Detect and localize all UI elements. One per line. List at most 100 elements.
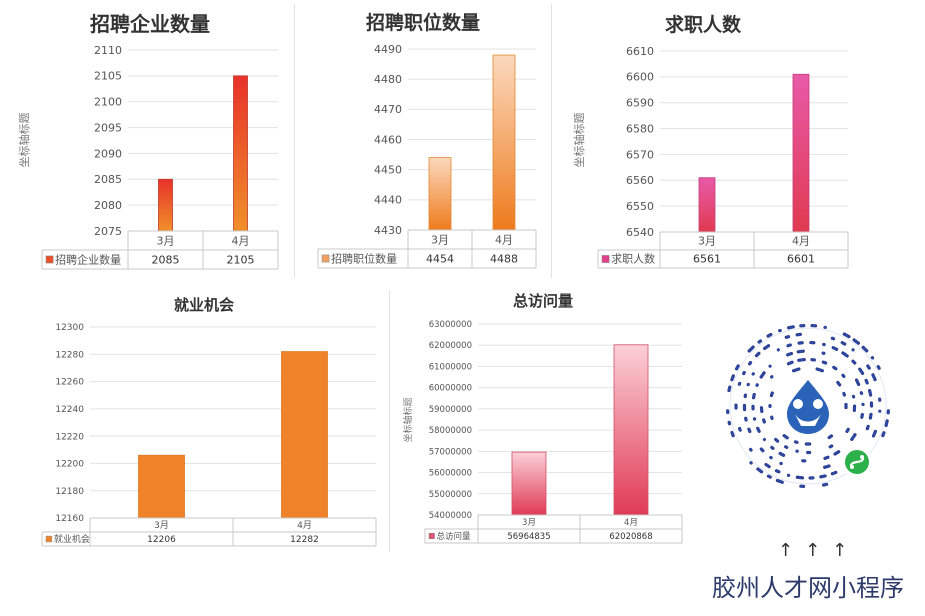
- qr-dot: [804, 442, 812, 446]
- qr-dot: [796, 349, 805, 354]
- qr-dot: [778, 451, 786, 457]
- qr-dot: [819, 474, 827, 479]
- qr-dot: [751, 404, 755, 411]
- x-category-label: 4月: [495, 233, 513, 246]
- legend-series-name: 求职人数: [611, 253, 655, 266]
- qr-dot: [886, 409, 890, 415]
- qr-dot: [769, 391, 774, 398]
- x-category-label: 3月: [157, 234, 175, 247]
- qr-dot: [850, 433, 857, 441]
- qr-dot: [852, 404, 857, 413]
- qr-dot: [871, 373, 877, 382]
- qr-dot: [784, 335, 791, 339]
- qr-dot: [884, 419, 889, 428]
- qr-dot: [791, 367, 801, 373]
- bar: [428, 157, 452, 231]
- qr-dot: [852, 338, 861, 345]
- bar: [698, 177, 716, 233]
- y-tick-label: 4430: [374, 224, 402, 237]
- qr-dot: [868, 389, 873, 397]
- qr-dot: [808, 476, 815, 480]
- qr-dot: [774, 469, 781, 474]
- table-value: 2085: [152, 253, 180, 266]
- table-value: 2105: [227, 253, 255, 266]
- x-category-label: 3月: [522, 518, 536, 528]
- qr-dot: [797, 341, 804, 345]
- qr-dot: [786, 343, 792, 348]
- qr-dot: [821, 360, 828, 365]
- y-tick-label: 2085: [94, 173, 122, 186]
- y-tick-label: 6580: [626, 122, 654, 135]
- qr-dot: [768, 404, 772, 408]
- qr-dot: [748, 447, 753, 452]
- table-value: 4488: [490, 252, 518, 265]
- y-tick-label: 12260: [55, 378, 84, 388]
- qr-dot: [759, 447, 765, 453]
- qr-dot: [759, 406, 764, 414]
- qr-dot: [768, 364, 772, 368]
- bar: [492, 54, 516, 231]
- qr-dot: [727, 385, 732, 393]
- y-tick-label: 12160: [55, 514, 84, 524]
- qr-dot: [795, 332, 802, 337]
- qr-dot: [747, 360, 753, 366]
- y-tick-label: 63000000: [429, 320, 472, 330]
- qr-dot: [851, 359, 857, 365]
- qr-dot: [764, 462, 771, 469]
- x-category-label: 4月: [297, 520, 312, 531]
- qr-dot: [747, 345, 755, 353]
- qr-dot: [744, 416, 748, 422]
- qr-dot: [793, 440, 799, 444]
- qr-dot: [799, 323, 806, 328]
- legend-series-name: 招聘企业数量: [55, 252, 121, 266]
- qr-dot: [823, 464, 831, 469]
- y-tick-label: 59000000: [429, 405, 472, 415]
- qr-dot: [757, 339, 763, 344]
- qr-dot: [755, 383, 759, 387]
- qr-dot: [795, 475, 805, 480]
- y-tick-label: 6600: [626, 71, 654, 84]
- y-tick-label: 12280: [55, 350, 84, 360]
- qr-dot: [828, 444, 834, 449]
- qr-dot: [876, 365, 881, 370]
- legend-swatch: [45, 255, 54, 264]
- qr-dot: [784, 445, 789, 449]
- bar: [511, 451, 547, 516]
- qr-dot: [763, 344, 771, 351]
- x-category-label: 4月: [624, 518, 638, 528]
- legend-swatch: [428, 532, 435, 540]
- qr-dot: [743, 393, 748, 399]
- y-tick-label: 60000000: [429, 384, 472, 394]
- chart-title-employment-opportunities: 就业机会: [174, 296, 235, 314]
- table-value: 62020868: [609, 532, 652, 542]
- qr-dot: [752, 417, 757, 421]
- x-category-label: 3月: [154, 520, 169, 531]
- qr-dot: [806, 450, 812, 455]
- qr-dot: [841, 351, 849, 358]
- qr-dot: [756, 467, 764, 474]
- qr-dot: [727, 420, 732, 426]
- bar: [281, 351, 328, 519]
- chart-title-job-positions: 招聘职位数量: [366, 12, 481, 34]
- qr-dot: [822, 342, 826, 347]
- bar: [792, 73, 810, 233]
- qr-dot: [747, 427, 752, 434]
- x-category-label: 3月: [431, 233, 449, 246]
- legend-series-name: 总访问量: [437, 531, 472, 542]
- qr-dot: [742, 403, 747, 412]
- qr-dot: [752, 392, 756, 400]
- y-tick-label: 2110: [94, 44, 122, 57]
- qr-dot: [836, 380, 842, 387]
- mini-program-qr-code[interactable]: [725, 300, 891, 502]
- qr-dot: [786, 360, 794, 366]
- legend-swatch: [321, 254, 330, 263]
- y-tick-label: 2090: [94, 147, 122, 160]
- qr-dot: [844, 402, 848, 410]
- y-tick-label: 4480: [374, 73, 402, 86]
- qr-dot: [770, 375, 774, 379]
- y-tick-label: 2105: [94, 70, 122, 83]
- qr-dot: [815, 367, 824, 373]
- y-tick-label: 2100: [94, 96, 122, 109]
- qr-dot: [851, 348, 855, 352]
